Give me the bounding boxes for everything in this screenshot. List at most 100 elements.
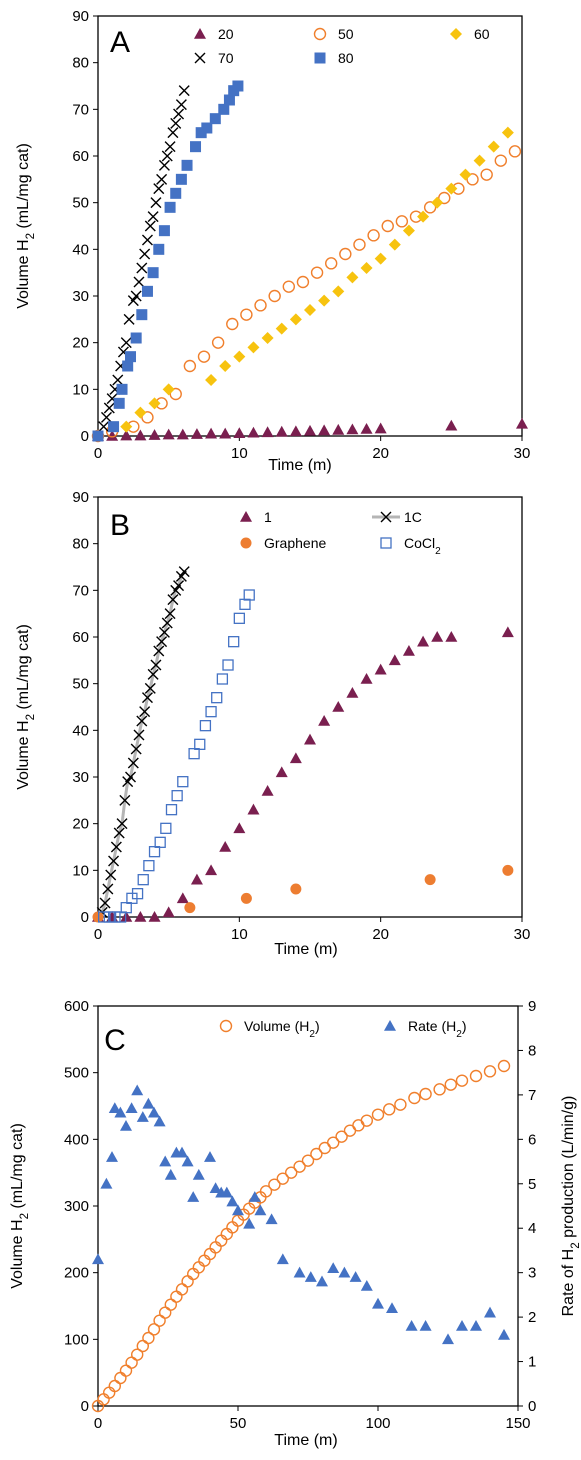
data-point: [170, 187, 182, 199]
data-point: [214, 1234, 228, 1247]
data-point: [136, 262, 148, 274]
data-point: [360, 423, 373, 434]
legend-entry: 1: [240, 509, 272, 525]
data-point: [144, 220, 156, 232]
y2-tick-label: 9: [528, 998, 536, 1015]
y-tick-label: 30: [72, 288, 89, 305]
data-point: [158, 1306, 172, 1319]
legend-label: 50: [338, 26, 354, 42]
data-point: [108, 1102, 121, 1114]
data-point: [480, 168, 493, 181]
data-point: [226, 317, 239, 331]
legend-label: 80: [338, 50, 354, 66]
data-point: [483, 1065, 497, 1078]
x-tick-label: 30: [514, 445, 531, 462]
data-point: [136, 1111, 149, 1122]
data-point: [501, 626, 514, 638]
data-point: [289, 425, 302, 437]
data-point: [106, 430, 119, 441]
data-point: [360, 1114, 373, 1127]
data-point: [194, 738, 206, 750]
data-point: [148, 429, 161, 440]
legend-entry: Rate (H2): [384, 1018, 467, 1040]
data-point: [133, 276, 145, 288]
y2-tick-label: 6: [528, 1131, 536, 1148]
y-tick-label: 30: [72, 769, 89, 786]
data-point: [261, 332, 274, 344]
data-point: [120, 337, 132, 349]
data-point: [153, 1314, 166, 1327]
data-point: [247, 341, 260, 354]
data-point: [181, 1155, 194, 1167]
data-point: [304, 304, 316, 316]
data-point: [209, 113, 221, 125]
data-point: [134, 429, 147, 441]
data-point: [402, 224, 415, 237]
data-point: [469, 1069, 483, 1083]
data-point: [153, 1115, 166, 1127]
legend-entry: 60: [450, 26, 490, 42]
data-point: [456, 1320, 468, 1331]
data-point: [388, 238, 401, 251]
y2-tick-label: 1: [528, 1354, 536, 1371]
data-point: [114, 1371, 127, 1385]
data-point: [192, 1168, 205, 1180]
legend-entry: 1C: [372, 509, 422, 525]
data-point: [176, 1146, 188, 1158]
y-tick-label: 70: [72, 101, 89, 118]
data-point: [114, 911, 127, 923]
data-point: [154, 836, 166, 848]
data-point: [156, 636, 168, 648]
legend-label: 70: [218, 50, 234, 66]
legend-label: Volume (H2): [244, 1018, 320, 1040]
plot-frame: [97, 15, 523, 437]
x-axis-title: Time (m): [268, 457, 331, 474]
series-1c: [96, 566, 190, 918]
legend-label: 1C: [404, 509, 422, 525]
data-point: [276, 1172, 289, 1185]
x-axis-title: Time (m): [274, 1432, 337, 1449]
data-point: [466, 173, 479, 186]
legend-label: 60: [474, 26, 490, 42]
legend-marker: [313, 27, 327, 41]
data-point: [211, 336, 225, 349]
data-point: [470, 1320, 482, 1331]
data-point: [186, 1267, 200, 1281]
data-point: [395, 215, 409, 228]
data-point: [332, 423, 345, 435]
data-point: [102, 883, 114, 895]
data-point: [310, 1147, 323, 1161]
data-point: [147, 267, 159, 279]
data-point: [233, 612, 245, 624]
data-point: [219, 841, 232, 852]
legend-marker: [194, 52, 206, 64]
data-point: [113, 827, 125, 839]
data-point: [419, 1087, 432, 1101]
data-point: [136, 715, 148, 727]
data-point: [233, 350, 246, 363]
data-point: [442, 1333, 454, 1345]
data-point: [153, 243, 165, 255]
y-tick-label: 0: [81, 909, 89, 926]
data-point: [367, 229, 380, 242]
y-tick-label: 40: [72, 722, 89, 739]
legend-entry: Volume (H2): [219, 1018, 320, 1040]
data-point: [275, 322, 288, 335]
y-tick-label: 100: [64, 1331, 89, 1348]
data-point: [100, 1177, 113, 1189]
legend-marker: [384, 1020, 396, 1031]
data-point: [243, 589, 255, 601]
data-point: [289, 752, 302, 764]
data-point: [134, 911, 147, 922]
data-point: [372, 1297, 384, 1309]
panel-letter: A: [110, 26, 130, 59]
data-point: [417, 635, 430, 647]
data-point: [265, 1213, 278, 1225]
data-point: [374, 252, 387, 265]
legend-marker: [194, 28, 206, 39]
data-point: [205, 427, 218, 439]
data-point: [120, 1120, 132, 1131]
y2-tick-label: 3: [528, 1265, 536, 1282]
data-point: [346, 271, 359, 284]
data-point: [167, 594, 179, 606]
